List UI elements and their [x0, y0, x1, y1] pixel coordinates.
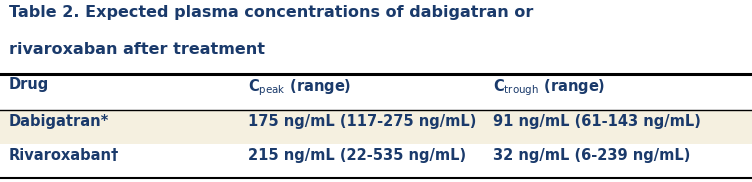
Bar: [0, 110, 752, 144]
Text: Drug: Drug: [9, 77, 50, 92]
Text: rivaroxaban after treatment: rivaroxaban after treatment: [9, 42, 265, 57]
Text: Table 2. Expected plasma concentrations of dabigatran or: Table 2. Expected plasma concentrations …: [9, 5, 533, 20]
Text: 215 ng/mL (22-535 ng/mL): 215 ng/mL (22-535 ng/mL): [248, 148, 466, 163]
Text: C$_\mathrm{trough}$ (range): C$_\mathrm{trough}$ (range): [493, 77, 605, 98]
Text: C$_\mathrm{peak}$ (range): C$_\mathrm{peak}$ (range): [248, 77, 351, 98]
Bar: [0, 144, 752, 178]
Text: Rivaroxaban†: Rivaroxaban†: [9, 148, 120, 163]
Text: Dabigatran*: Dabigatran*: [9, 114, 109, 129]
Text: 32 ng/mL (6-239 ng/mL): 32 ng/mL (6-239 ng/mL): [493, 148, 690, 163]
Text: 91 ng/mL (61-143 ng/mL): 91 ng/mL (61-143 ng/mL): [493, 114, 700, 129]
Text: 175 ng/mL (117-275 ng/mL): 175 ng/mL (117-275 ng/mL): [248, 114, 477, 129]
